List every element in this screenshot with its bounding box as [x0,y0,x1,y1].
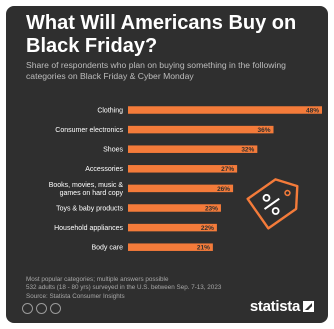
creative-commons-icon[interactable] [22,303,61,314]
statista-logo[interactable]: statista [250,298,314,315]
category-label-2: Shoes [103,147,123,154]
brand-name: statista [249,298,300,315]
category-label-6: Household appliances [54,225,123,232]
value-label-0: 48% [306,107,319,114]
bar-chart: 48% Clothing 36% Consumer electronics 32% Sho… [49,106,322,252]
statista-mark-icon [303,301,314,312]
bars-layer: 48% Clothing 36% Consumer electronics 32% Sho… [49,106,322,252]
footer-source: Source: Statista Consumer Insights [26,292,125,300]
bar-6 [128,223,217,232]
value-label-2: 32% [241,147,254,154]
bar-3 [128,165,238,173]
bar-0 [128,106,322,114]
chart-subtitle: Share of respondents who plan on buying … [26,60,286,81]
value-label-5: 23% [205,205,218,212]
value-label-1: 36% [257,127,270,134]
bar-5 [128,204,221,212]
category-label-4: Books, movies, music & games on hard copy [49,182,124,197]
value-label-3: 27% [221,166,234,173]
nd-circle-icon [50,303,61,314]
footer-sample: 532 adults (18 - 80 yrs) surveyed in the… [26,284,222,292]
chart-footer: Most popular categories; multiple answer… [26,276,256,301]
category-label-3: Accessories [85,166,123,173]
infographic-card: What Will Americans Buy on Black Friday?… [6,6,328,323]
price-tag-percent-icon [246,178,299,230]
category-label-7: Body care [91,245,123,252]
cc-circle-icon [22,303,33,314]
bar-4 [128,184,234,193]
bar-7 [128,243,213,251]
category-label-5: Toys & baby products [56,205,123,212]
footer-note: Most popular categories; multiple answer… [26,276,169,283]
bar-1 [128,125,274,134]
bar-2 [128,145,258,153]
value-label-4: 26% [217,186,230,193]
category-label-1: Consumer electronics [55,127,123,134]
by-circle-icon [36,303,47,314]
value-label-6: 22% [201,225,214,232]
value-label-7: 21% [197,245,210,252]
chart-title: What Will Americans Buy on Black Friday? [26,12,297,57]
category-label-0: Clothing [97,107,123,114]
